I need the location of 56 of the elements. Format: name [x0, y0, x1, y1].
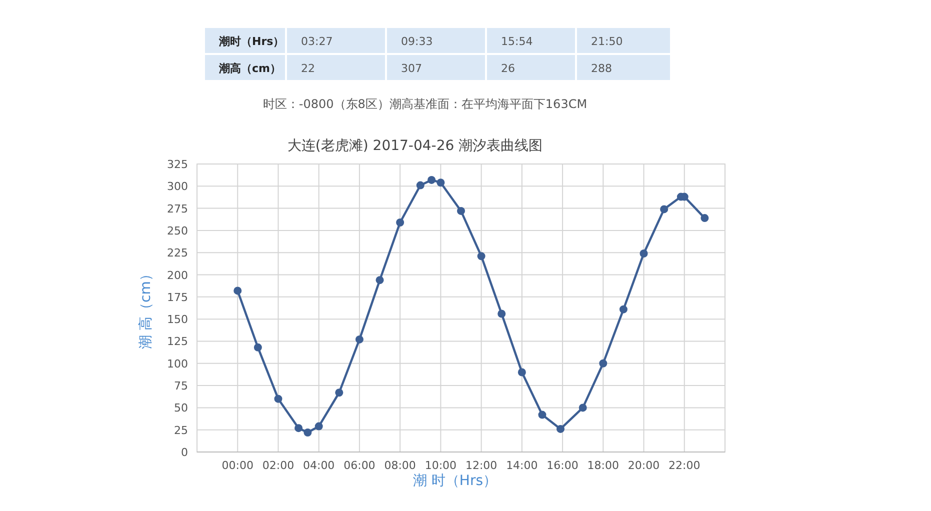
text: 时区：-0800（东8区）潮高基准面：在平均海平面下163CM	[262, 97, 588, 111]
x-tick-label: 10:00	[424, 459, 457, 472]
y-tick-label: 0	[181, 446, 188, 459]
x-tick-label: 18:00	[587, 459, 620, 472]
x-tick-label: 14:00	[506, 459, 538, 472]
y-tick-label: 325	[167, 158, 188, 171]
y-tick-label: 125	[167, 335, 188, 348]
point	[254, 343, 262, 352]
x-tick-label: 08:00	[384, 459, 416, 472]
point	[619, 305, 628, 314]
x-tick-label: 22:00	[668, 459, 700, 472]
x-axis-title: 潮 时（Hrs）	[412, 473, 498, 489]
table: 潮时（Hrs） 03:27 09:33 15:54 21:50 潮高（cm） 22 307 26 288	[205, 28, 670, 80]
y-tick-label: 225	[167, 246, 188, 260]
y-tick-label: 150	[167, 313, 188, 326]
y-tick-label: 200	[167, 268, 188, 282]
point	[556, 424, 565, 433]
point	[498, 310, 506, 318]
y-tick-label: 275	[167, 202, 188, 216]
y-tick-label: 175	[167, 290, 188, 304]
y-tick-label: 75	[174, 380, 188, 393]
point	[640, 250, 648, 258]
point	[355, 335, 364, 344]
point	[578, 404, 587, 412]
point	[428, 176, 436, 184]
x-tick-label: 00:00	[222, 459, 254, 472]
point	[416, 181, 424, 190]
point	[518, 368, 526, 376]
point	[396, 218, 404, 226]
y-tick-label: 250	[167, 224, 188, 238]
point	[304, 428, 312, 437]
x-tick-label: 02:00	[262, 459, 294, 472]
y-tick-label: 100	[167, 357, 188, 370]
point	[335, 388, 344, 397]
point	[376, 276, 384, 284]
point	[538, 410, 546, 419]
x-tick-label: 04:00	[302, 459, 335, 472]
point	[477, 252, 486, 260]
y-axis-title: 潮 高（cm）	[138, 267, 154, 349]
chart-title: 大连(老虎滩) 2017-04-26 潮汐表曲线图	[287, 138, 543, 154]
point	[234, 286, 242, 295]
point	[294, 424, 303, 432]
point	[457, 206, 465, 215]
y-tick-label: 300	[167, 180, 188, 194]
point	[436, 178, 445, 187]
point	[660, 205, 668, 214]
point	[700, 214, 709, 222]
x-tick-label: 16:00	[546, 459, 578, 472]
x-tick-label: 20:00	[628, 459, 660, 472]
x-tick-label: 12:00	[465, 459, 498, 472]
y-tick-label: 50	[174, 402, 188, 415]
point	[274, 394, 282, 403]
y-tick-label: 25	[174, 424, 188, 437]
x-tick-label: 06:00	[344, 459, 376, 472]
point	[314, 422, 323, 430]
point	[599, 359, 608, 368]
